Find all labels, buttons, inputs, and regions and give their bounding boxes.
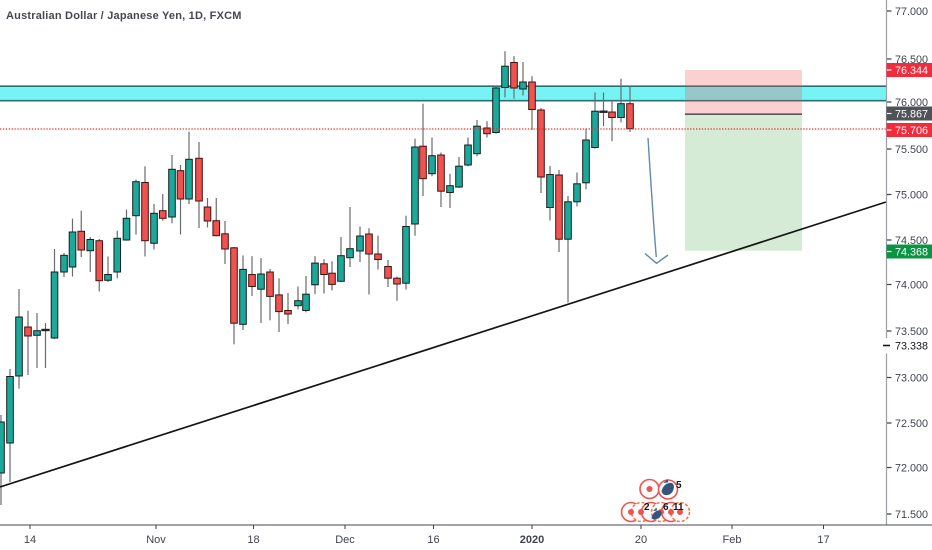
svg-text:72.000: 72.000 <box>895 463 928 475</box>
svg-text:72.500: 72.500 <box>895 418 928 430</box>
svg-text:Dec: Dec <box>335 534 355 546</box>
svg-text:Australian Dollar / Japanese Y: Australian Dollar / Japanese Yen, 1D, FX… <box>6 10 242 22</box>
svg-text:74.000: 74.000 <box>895 280 928 292</box>
svg-text:Feb: Feb <box>723 534 742 546</box>
svg-text:75.867: 75.867 <box>895 109 928 121</box>
svg-text:77.000: 77.000 <box>895 6 928 18</box>
svg-text:73.000: 73.000 <box>895 373 928 385</box>
svg-text:18: 18 <box>247 534 259 546</box>
svg-text:74.368: 74.368 <box>895 247 928 259</box>
svg-text:74.500: 74.500 <box>895 235 928 247</box>
svg-text:71.500: 71.500 <box>895 509 928 521</box>
svg-text:11: 11 <box>673 502 684 513</box>
svg-text:Nov: Nov <box>146 534 166 546</box>
svg-text:6: 6 <box>663 502 669 513</box>
svg-text:2: 2 <box>644 502 650 513</box>
svg-text:5: 5 <box>676 480 682 491</box>
svg-text:76.000: 76.000 <box>895 97 928 109</box>
svg-text:16: 16 <box>427 534 439 546</box>
svg-text:75.000: 75.000 <box>895 190 928 202</box>
svg-text:14: 14 <box>24 534 36 546</box>
svg-text:73.500: 73.500 <box>895 326 928 338</box>
svg-text:75.706: 75.706 <box>895 125 928 137</box>
svg-text:2020: 2020 <box>520 534 544 546</box>
svg-text:73.338: 73.338 <box>895 341 928 353</box>
svg-text:17: 17 <box>817 534 829 546</box>
svg-text:20: 20 <box>635 534 647 546</box>
svg-text:75.500: 75.500 <box>895 144 928 156</box>
svg-text:76.344: 76.344 <box>895 65 928 77</box>
